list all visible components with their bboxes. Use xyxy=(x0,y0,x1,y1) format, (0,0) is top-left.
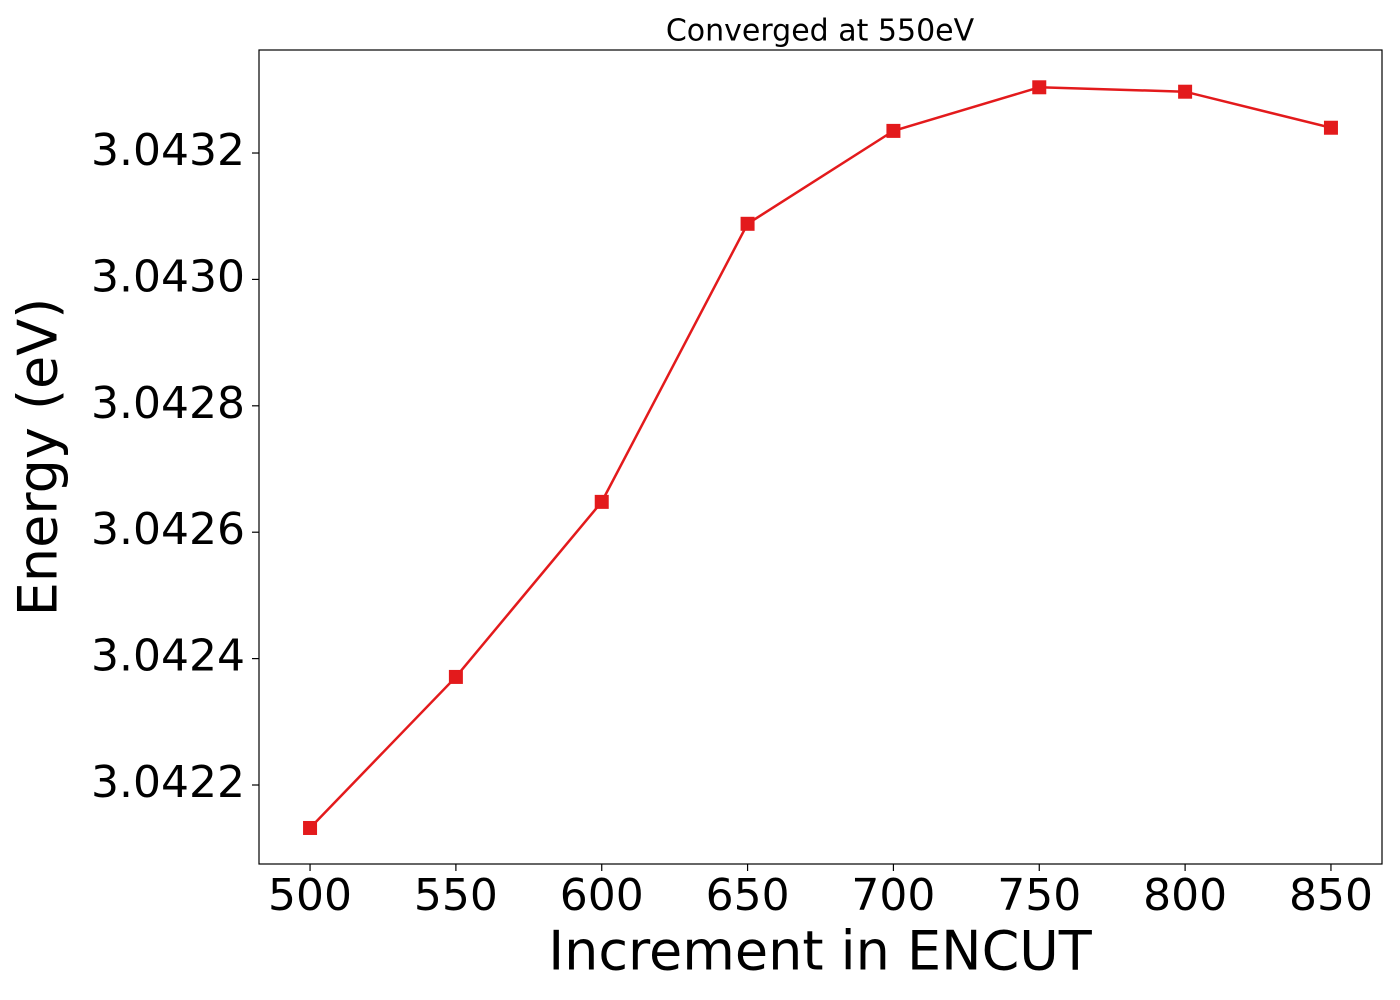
data-point xyxy=(1323,120,1338,135)
x-tick-label: 850 xyxy=(1289,870,1373,921)
y-tick-label: 3.0422 xyxy=(91,757,245,808)
data-point xyxy=(1178,84,1193,99)
y-tick-label: 3.0432 xyxy=(91,125,245,176)
data-point xyxy=(886,123,901,138)
data-point xyxy=(448,669,463,684)
x-tick-label: 800 xyxy=(1143,870,1227,921)
data-point xyxy=(1032,80,1047,95)
y-axis-label: Energy (eV) xyxy=(7,298,70,617)
y-tick-label: 3.0424 xyxy=(91,631,245,682)
data-point xyxy=(303,820,318,835)
x-tick-label: 500 xyxy=(268,870,352,921)
y-tick-label: 3.0426 xyxy=(91,504,245,555)
x-tick-label: 650 xyxy=(706,870,790,921)
plot-frame xyxy=(258,49,1383,865)
series-line xyxy=(309,86,1332,829)
y-tick-label: 3.0430 xyxy=(91,251,245,302)
x-tick-label: 750 xyxy=(997,870,1081,921)
data-point xyxy=(594,494,609,509)
data-point xyxy=(740,216,755,231)
x-tick-label: 700 xyxy=(851,870,935,921)
x-tick-label: 600 xyxy=(560,870,644,921)
y-tick-label: 3.0428 xyxy=(91,378,245,429)
x-axis-label: Increment in ENCUT xyxy=(548,920,1093,983)
x-tick-label: 550 xyxy=(414,870,498,921)
chart-title: Converged at 550eV xyxy=(666,14,975,49)
